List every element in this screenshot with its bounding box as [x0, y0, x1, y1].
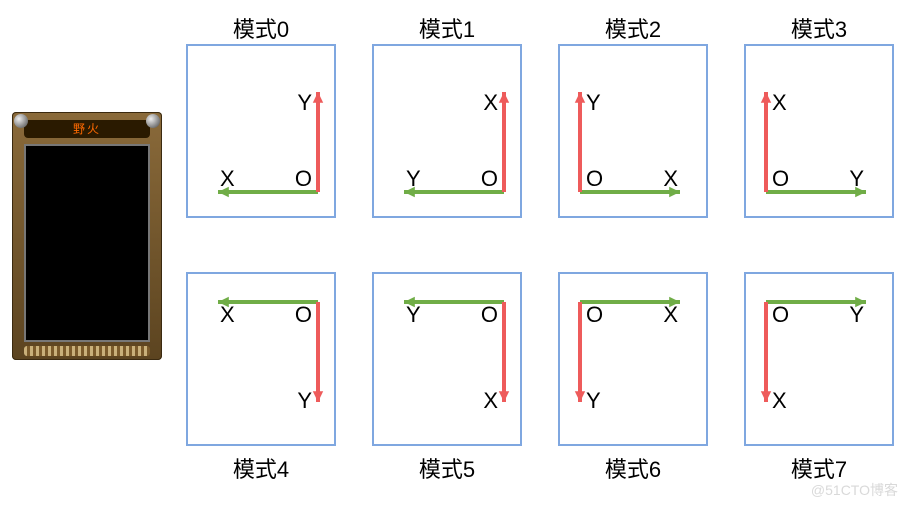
watermark: @51CTO博客	[811, 480, 898, 500]
axes-svg: O Y X	[746, 274, 896, 448]
svg-text:O: O	[481, 302, 498, 327]
mode-panel-6: O X Y	[558, 272, 708, 446]
axes-svg: O X Y	[188, 46, 338, 220]
axes-svg: O X Y	[560, 46, 710, 220]
mode-panel-3: O Y X	[744, 44, 894, 218]
device-screw	[146, 114, 160, 128]
svg-text:X: X	[663, 302, 678, 327]
svg-text:X: X	[483, 388, 498, 413]
device-bottom-bar	[24, 346, 150, 356]
device-brand: 野火	[24, 120, 150, 138]
svg-text:X: X	[220, 166, 235, 191]
svg-text:O: O	[772, 302, 789, 327]
mode-panel-7: O Y X	[744, 272, 894, 446]
svg-text:X: X	[772, 388, 787, 413]
axes-svg: O X Y	[560, 274, 710, 448]
svg-text:Y: Y	[849, 166, 864, 191]
mode-label-4: 模式4	[186, 452, 336, 484]
svg-text:Y: Y	[406, 302, 421, 327]
svg-text:X: X	[220, 302, 235, 327]
mode-label-6: 模式6	[558, 452, 708, 484]
mode-label-5: 模式5	[372, 452, 522, 484]
svg-text:Y: Y	[406, 166, 421, 191]
svg-text:O: O	[586, 166, 603, 191]
svg-text:O: O	[295, 302, 312, 327]
mode-label-1: 模式1	[372, 12, 522, 44]
svg-text:Y: Y	[297, 90, 312, 115]
svg-text:X: X	[663, 166, 678, 191]
mode-panel-1: O Y X	[372, 44, 522, 218]
device-screen	[24, 144, 150, 342]
svg-text:X: X	[483, 90, 498, 115]
mode-panel-2: O X Y	[558, 44, 708, 218]
device-mock: 野火	[12, 112, 162, 360]
mode-label-3: 模式3	[744, 12, 894, 44]
svg-text:Y: Y	[297, 388, 312, 413]
svg-text:Y: Y	[586, 388, 601, 413]
axes-svg: O Y X	[746, 46, 896, 220]
mode-panel-0: O X Y	[186, 44, 336, 218]
svg-text:O: O	[586, 302, 603, 327]
svg-text:Y: Y	[849, 302, 864, 327]
mode-label-2: 模式2	[558, 12, 708, 44]
mode-panel-5: O Y X	[372, 272, 522, 446]
mode-label-0: 模式0	[186, 12, 336, 44]
svg-text:O: O	[772, 166, 789, 191]
axes-svg: O X Y	[188, 274, 338, 448]
axes-svg: O Y X	[374, 46, 524, 220]
device-screw	[14, 114, 28, 128]
svg-text:X: X	[772, 90, 787, 115]
svg-text:O: O	[481, 166, 498, 191]
svg-text:Y: Y	[586, 90, 601, 115]
svg-text:O: O	[295, 166, 312, 191]
mode-panel-4: O X Y	[186, 272, 336, 446]
axes-svg: O Y X	[374, 274, 524, 448]
